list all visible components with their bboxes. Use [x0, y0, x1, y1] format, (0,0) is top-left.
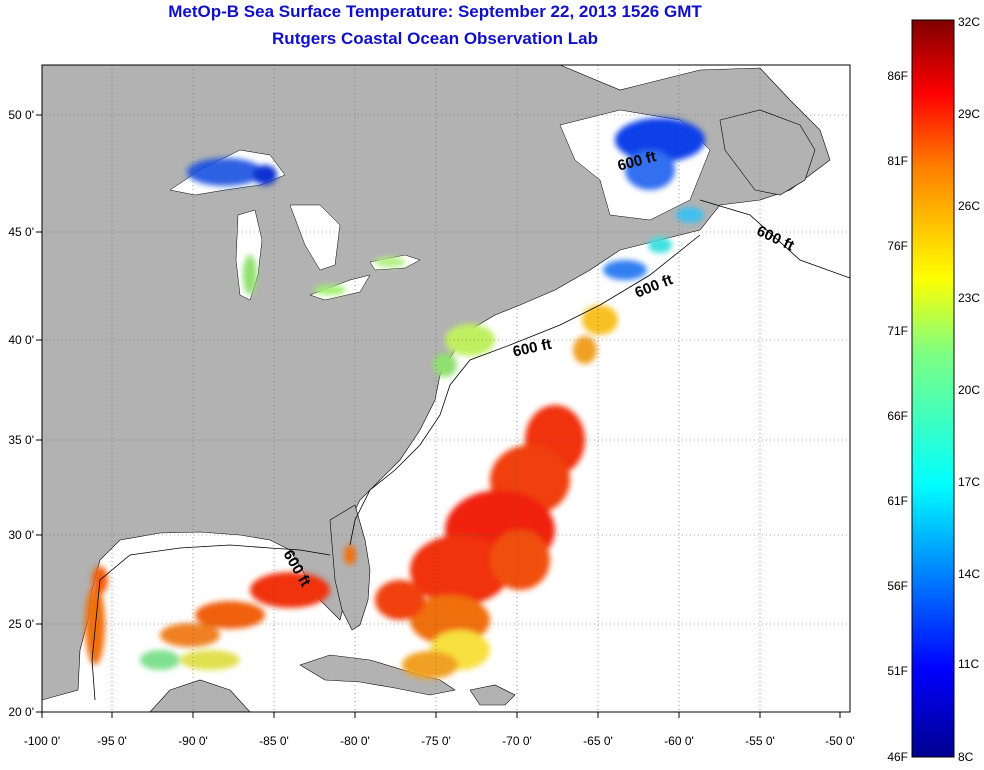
colorbar-fahrenheit-label: 71F — [887, 324, 908, 338]
map-title: MetOp-B Sea Surface Temperature: Septemb… — [168, 2, 702, 21]
y-tick-label: 50 0' — [8, 108, 34, 122]
land-newfoundland — [719, 109, 816, 196]
contour-600ft — [699, 199, 850, 279]
map-subtitle: Rutgers Coastal Ocean Observation Lab — [272, 29, 598, 48]
map-border — [41, 64, 851, 713]
y-axis: 50 0' 45 0' 40 0' 35 0' 30 0' 25 0' 20 0' — [8, 108, 42, 719]
x-tick-label: -95 0' — [97, 734, 127, 748]
x-tick-label: -65 0' — [583, 734, 613, 748]
x-tick-label: -90 0' — [178, 734, 208, 748]
colorbar-celsius-label: 29C — [958, 107, 980, 121]
colorbar-fahrenheit-label: 56F — [887, 579, 908, 593]
y-tick-label: 45 0' — [8, 225, 34, 239]
colorbar — [911, 19, 955, 758]
colorbar-celsius-label: 11C — [958, 657, 979, 671]
land-hispaniola — [469, 684, 516, 706]
colorbar-fahrenheit-label: 76F — [887, 239, 908, 253]
contour-600ft-gulf — [91, 544, 331, 701]
sst-data-layer — [85, 118, 705, 679]
x-tick-label: -75 0' — [421, 734, 451, 748]
colorbar-celsius-label: 32C — [958, 15, 980, 29]
x-tick-label: -50 0' — [825, 734, 855, 748]
x-tick-label: -55 0' — [745, 734, 775, 748]
land-florida — [329, 504, 371, 631]
colorbar-fahrenheit-label: 66F — [887, 409, 908, 423]
colorbar-celsius-label: 23C — [958, 291, 980, 305]
x-tick-label: -70 0' — [502, 734, 532, 748]
y-tick-label: 25 0' — [8, 617, 34, 631]
x-tick-label: -80 0' — [340, 734, 370, 748]
y-tick-label: 40 0' — [8, 333, 34, 347]
colorbar-celsius-label: 20C — [958, 383, 980, 397]
colorbar-celsius-label: 14C — [958, 567, 980, 581]
x-tick-label: -100 0' — [24, 734, 60, 748]
colorbar-ticks: 32C 29C 26C 23C 20C 17C 14C 11C 8C 86F 81F 76F 71F 66… — [887, 15, 980, 764]
y-tick-label: 20 0' — [8, 705, 34, 719]
land-cuba — [299, 654, 456, 696]
x-tick-label: -60 0' — [664, 734, 694, 748]
colorbar-celsius-label: 17C — [958, 475, 980, 489]
colorbar-fahrenheit-label: 46F — [887, 750, 908, 764]
x-tick-label: -85 0' — [259, 734, 289, 748]
colorbar-celsius-label: 26C — [958, 199, 980, 213]
x-axis: -100 0' -95 0' -90 0' -85 0' -80 0' -75 0' -70… — [24, 712, 855, 748]
y-tick-label: 30 0' — [8, 528, 34, 542]
y-tick-label: 35 0' — [8, 433, 34, 447]
colorbar-fahrenheit-label: 61F — [887, 494, 908, 508]
colorbar-celsius-label: 8C — [958, 750, 974, 764]
lake-huron — [289, 204, 341, 271]
graticule — [42, 65, 850, 712]
colorbar-fahrenheit-label: 86F — [887, 69, 908, 83]
land-yucatan — [149, 679, 251, 712]
contour-600ft-shelf — [349, 234, 701, 546]
colorbar-fahrenheit-label: 81F — [887, 154, 908, 168]
colorbar-fahrenheit-label: 51F — [887, 664, 908, 678]
